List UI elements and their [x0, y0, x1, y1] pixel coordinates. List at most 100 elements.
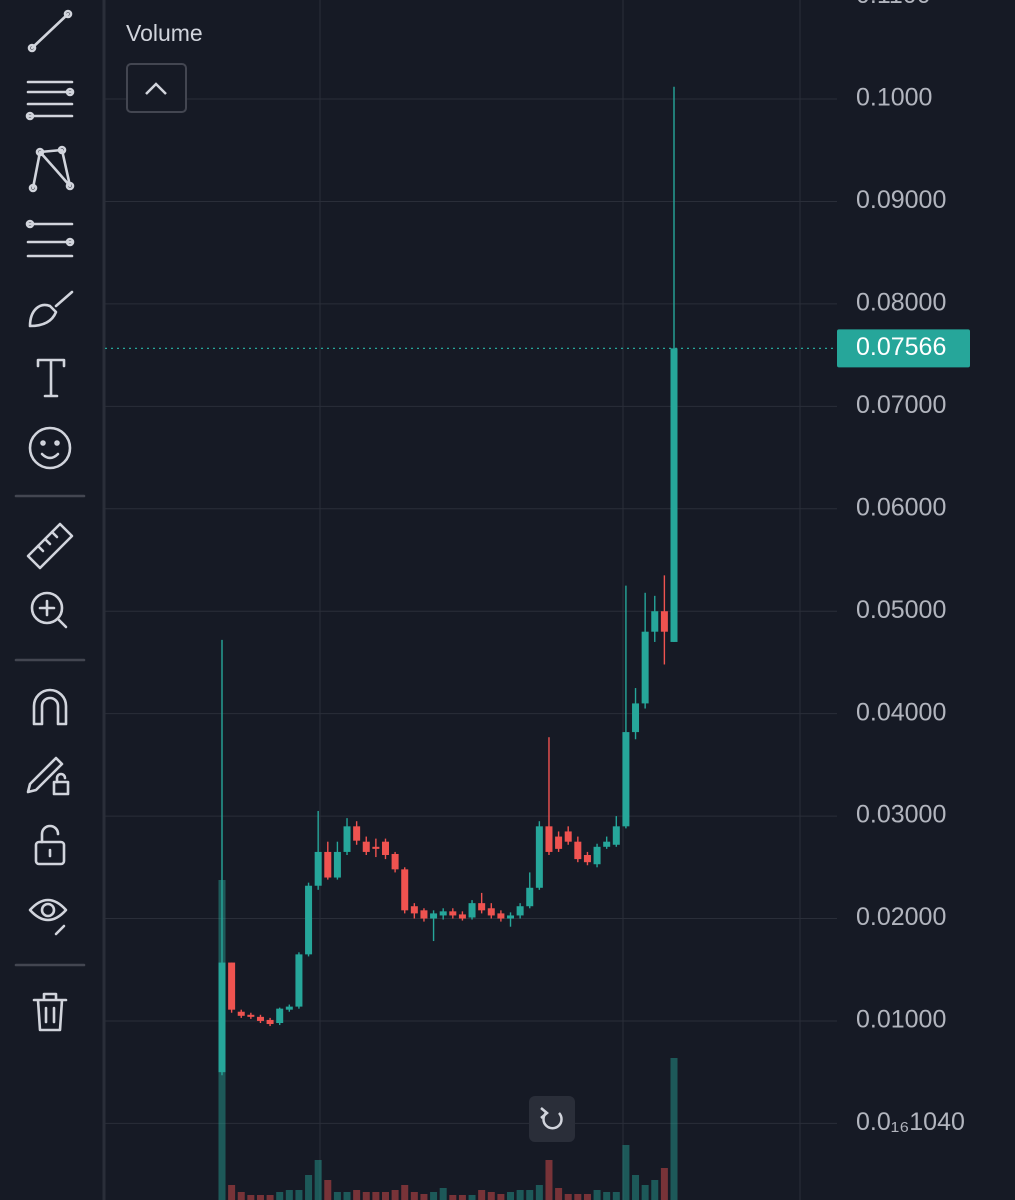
volume-bar: [276, 1192, 284, 1200]
candle: [651, 595, 659, 1200]
magnet-tool[interactable]: [32, 688, 68, 726]
brush-tool[interactable]: [28, 290, 74, 328]
volume-bar: [564, 1194, 572, 1200]
y-tick-label: 0.06000: [856, 493, 946, 521]
candle-body: [372, 846, 380, 849]
volume-bar: [468, 1195, 476, 1200]
candle: [266, 1017, 274, 1200]
candle-body: [526, 887, 534, 907]
candle: [583, 851, 591, 1200]
candle: [314, 810, 322, 1200]
candle-body: [266, 1019, 274, 1025]
volume-label: Volume: [126, 20, 203, 46]
volume-bar: [333, 1192, 341, 1200]
candle: [247, 1012, 255, 1200]
volume-bar: [487, 1192, 495, 1200]
candle: [353, 821, 361, 1200]
emoji-tool[interactable]: [28, 426, 72, 470]
candle-body: [391, 853, 399, 870]
volume-bar: [256, 1195, 264, 1200]
reset-button[interactable]: [529, 1096, 575, 1142]
volume-bar: [410, 1192, 418, 1200]
grid: [105, 98, 837, 1124]
volume-bar: [593, 1190, 601, 1200]
candle: [603, 836, 611, 1200]
candle: [372, 838, 380, 1200]
candle: [228, 962, 236, 1200]
candle: [420, 908, 428, 1200]
volume-bar: [670, 1058, 678, 1200]
volume-bar: [622, 1145, 630, 1200]
candle-body: [295, 954, 303, 1007]
candle-body: [256, 1016, 264, 1021]
candle: [458, 911, 466, 1200]
candle-body: [478, 903, 486, 911]
y-tick-label: 0.09000: [856, 186, 946, 214]
candle: [333, 841, 341, 1200]
volume-bar: [458, 1195, 466, 1200]
volume-bar: [381, 1192, 389, 1200]
y-tick-label: 0.1000: [856, 84, 932, 112]
pattern-tool[interactable]: [28, 145, 75, 193]
candle: [285, 1004, 293, 1200]
trend-line-tool[interactable]: [27, 9, 73, 53]
candle-body: [603, 841, 611, 847]
candle: [256, 1014, 264, 1200]
y-tick-label: 0.0₁₆1040: [856, 1108, 965, 1136]
lock-tool[interactable]: [34, 824, 66, 866]
volume-bar: [507, 1192, 515, 1200]
candle-body: [314, 851, 322, 886]
y-tick-label: 0.05000: [856, 596, 946, 624]
volume-bar: [583, 1194, 591, 1200]
candle-body: [516, 906, 524, 916]
candle: [295, 952, 303, 1200]
volume-bar: [526, 1190, 534, 1200]
text-tool[interactable]: [36, 358, 66, 398]
candle-body: [237, 1011, 245, 1016]
candle-body: [612, 826, 620, 845]
collapse-button[interactable]: [126, 63, 187, 113]
candle-body: [535, 826, 543, 888]
fib-tool[interactable]: [25, 219, 75, 258]
candle: [478, 892, 486, 1200]
candle: [324, 841, 332, 1200]
volume-bar: [641, 1185, 649, 1200]
volume-bar: [295, 1190, 303, 1200]
candle: [564, 826, 572, 1200]
candle-body: [410, 906, 418, 914]
volume-bar: [516, 1190, 524, 1200]
ruler-tool[interactable]: [26, 522, 74, 570]
lock-drawings-tool[interactable]: [26, 756, 70, 796]
candle: [410, 903, 418, 1200]
volume-bar: [612, 1192, 620, 1200]
volume-bar: [603, 1192, 611, 1200]
candle-body: [430, 913, 438, 919]
volume-bar: [353, 1190, 361, 1200]
candle-body: [487, 908, 495, 916]
horizontal-lines-tool[interactable]: [25, 80, 75, 121]
candle-body: [276, 1008, 284, 1023]
candle: [362, 836, 370, 1200]
candle: [545, 737, 553, 1200]
candle: [593, 843, 601, 1200]
volume-bar: [478, 1190, 486, 1200]
zoom-tool[interactable]: [30, 591, 68, 629]
candle-body: [497, 913, 505, 919]
visibility-tool[interactable]: [28, 898, 68, 936]
candle: [574, 836, 582, 1200]
candle: [641, 592, 649, 1200]
volume-bar: [362, 1192, 370, 1200]
price-axis: 0.1100 0.1000 0.09000 0.08000 0.07000 0.06000…: [837, 0, 970, 1136]
volume-bar: [305, 1175, 313, 1200]
candle-body: [324, 851, 332, 878]
candle-body: [353, 826, 361, 841]
delete-tool[interactable]: [32, 992, 68, 1032]
volume-bar: [497, 1194, 505, 1200]
candle-body: [247, 1014, 255, 1017]
candle-body: [381, 841, 389, 856]
candle: [622, 585, 630, 1200]
candle-body: [670, 348, 678, 642]
candle-body: [343, 826, 351, 852]
